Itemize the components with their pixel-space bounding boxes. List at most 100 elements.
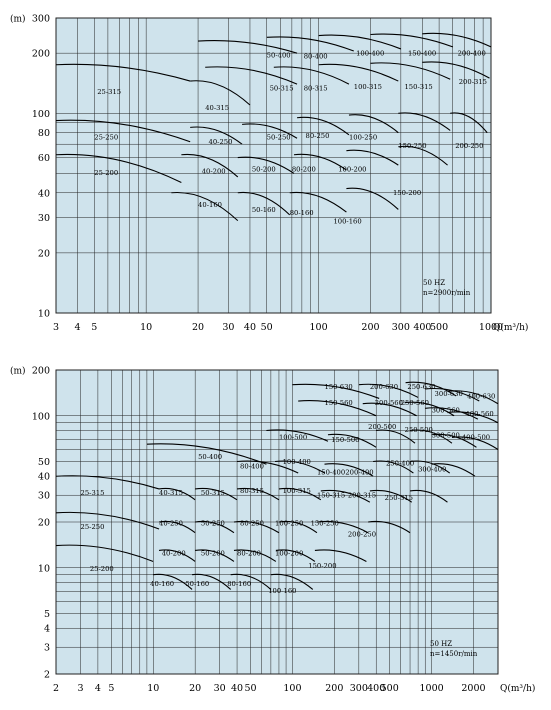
curve-50-200 xyxy=(237,156,295,174)
curve-100-200 xyxy=(275,549,316,562)
y-tick-label: 200 xyxy=(32,49,50,60)
curve-50-250 xyxy=(242,123,298,139)
curve-150-560 xyxy=(298,400,377,417)
x-tick-label: 500 xyxy=(430,322,448,333)
series-label: 400-630 xyxy=(467,392,495,400)
x-tick-label: 40 xyxy=(231,683,243,694)
curve-25-200 xyxy=(55,544,154,562)
series-label: 250-560 xyxy=(401,399,429,407)
x-tick-label: 300 xyxy=(392,322,410,333)
curve-150-400 xyxy=(324,463,374,477)
curve-40-250 xyxy=(158,520,196,534)
series-label: 150-630 xyxy=(325,383,353,391)
y-tick-label: 60 xyxy=(38,153,50,164)
speed-note: 50 HZ xyxy=(423,279,445,287)
y-unit-label: (m) xyxy=(10,14,26,25)
series-label: 80-250 xyxy=(240,519,264,527)
curve-50-250 xyxy=(195,520,235,534)
series-label: 100-200 xyxy=(338,166,366,174)
series-label: 40-250 xyxy=(159,519,183,527)
x-tick-label: 4 xyxy=(75,322,81,333)
x-tick-label: 10 xyxy=(140,322,152,333)
series-label: 50-200 xyxy=(201,550,225,558)
x-tick-label: 400 xyxy=(367,683,385,694)
series-label: 80-160 xyxy=(290,209,314,217)
y-tick-label: 10 xyxy=(38,563,50,574)
x-tick-label: 10 xyxy=(147,683,159,694)
series-label: 150-250 xyxy=(311,519,339,527)
series-label: 200-500 xyxy=(368,423,396,431)
series-label: 40-200 xyxy=(202,167,226,175)
y-tick-label: 50 xyxy=(38,457,50,468)
series-label: 25-200 xyxy=(94,169,118,177)
curve-200-500 xyxy=(376,429,416,444)
series-label: 200-560 xyxy=(375,399,403,407)
curve-50-200 xyxy=(195,549,235,562)
curve-250-560 xyxy=(404,401,455,417)
series-label: 150-560 xyxy=(325,399,353,407)
series-label: 400-560 xyxy=(465,410,493,418)
curve-80-160 xyxy=(230,573,272,590)
y-tick-label: 30 xyxy=(38,213,50,224)
series-label: 100-160 xyxy=(333,218,361,226)
curve-100-500 xyxy=(266,429,329,442)
y-tick-label: 200 xyxy=(32,366,50,377)
series-label: 200-315 xyxy=(459,78,487,86)
series-label: 250-400 xyxy=(386,460,414,468)
curve-100-315 xyxy=(278,487,322,501)
series-label: 250-630 xyxy=(407,383,435,391)
series-label: 150-400 xyxy=(317,469,345,477)
series-label: 150-315 xyxy=(404,83,432,91)
series-label: 25-315 xyxy=(97,88,121,96)
curve-80-250 xyxy=(233,520,280,534)
curve-40-160 xyxy=(153,573,193,590)
curve-100-160 xyxy=(346,187,399,210)
series-label: 150-315 xyxy=(317,491,345,499)
series-label: 250-500 xyxy=(405,426,433,434)
series-label: 200-250 xyxy=(455,142,483,150)
series-label: 80-250 xyxy=(306,132,330,140)
series-label: 50-160 xyxy=(185,580,209,588)
y-tick-label: 300 xyxy=(32,14,50,25)
curve-150-400 xyxy=(370,33,453,48)
y-tick-label: 40 xyxy=(38,472,50,483)
y-unit-label: (m) xyxy=(10,366,26,377)
curve-150-500 xyxy=(327,433,377,448)
series-label: 200-400 xyxy=(458,49,486,57)
curve-100-400 xyxy=(274,460,325,474)
curve-80-250 xyxy=(296,116,350,136)
series-label: 250-315 xyxy=(385,494,413,502)
series-label: 50-200 xyxy=(252,166,276,174)
series-label: 80-315 xyxy=(240,487,264,495)
series-label: 25-250 xyxy=(81,523,105,531)
curve-100-400 xyxy=(318,34,402,50)
series-label: 200-315 xyxy=(348,491,376,499)
x-tick-label: 20 xyxy=(189,683,201,694)
series-label: 200-400 xyxy=(345,469,373,477)
x-tick-label: 50 xyxy=(261,322,273,333)
x-tick-label: 5 xyxy=(108,683,114,694)
series-label: 80-160 xyxy=(227,580,251,588)
y-tick-label: 2 xyxy=(44,670,50,681)
curve-50-400 xyxy=(198,40,298,54)
curve-400-630 xyxy=(447,390,499,405)
series-label: 80-400 xyxy=(304,53,328,61)
series-label: 100-400 xyxy=(283,458,311,466)
speed-note: n=1450r/min xyxy=(430,650,478,658)
curve-200-250 xyxy=(450,112,488,133)
y-tick-label: 20 xyxy=(38,518,50,529)
curve-25-250 xyxy=(55,511,160,530)
y-tick-label: 5 xyxy=(44,609,50,620)
series-label: 150-250 xyxy=(398,142,426,150)
series-label: 40-200 xyxy=(162,550,186,558)
series-label: 40-250 xyxy=(209,138,233,146)
curve-40-200 xyxy=(181,153,239,178)
x-tick-label: 300 xyxy=(350,683,368,694)
x-tick-label: 20 xyxy=(192,322,204,333)
curve-150-250 xyxy=(398,112,451,131)
curve-25-250 xyxy=(55,119,191,143)
series-label: 150-500 xyxy=(331,436,359,444)
curve-40-160 xyxy=(171,191,239,222)
